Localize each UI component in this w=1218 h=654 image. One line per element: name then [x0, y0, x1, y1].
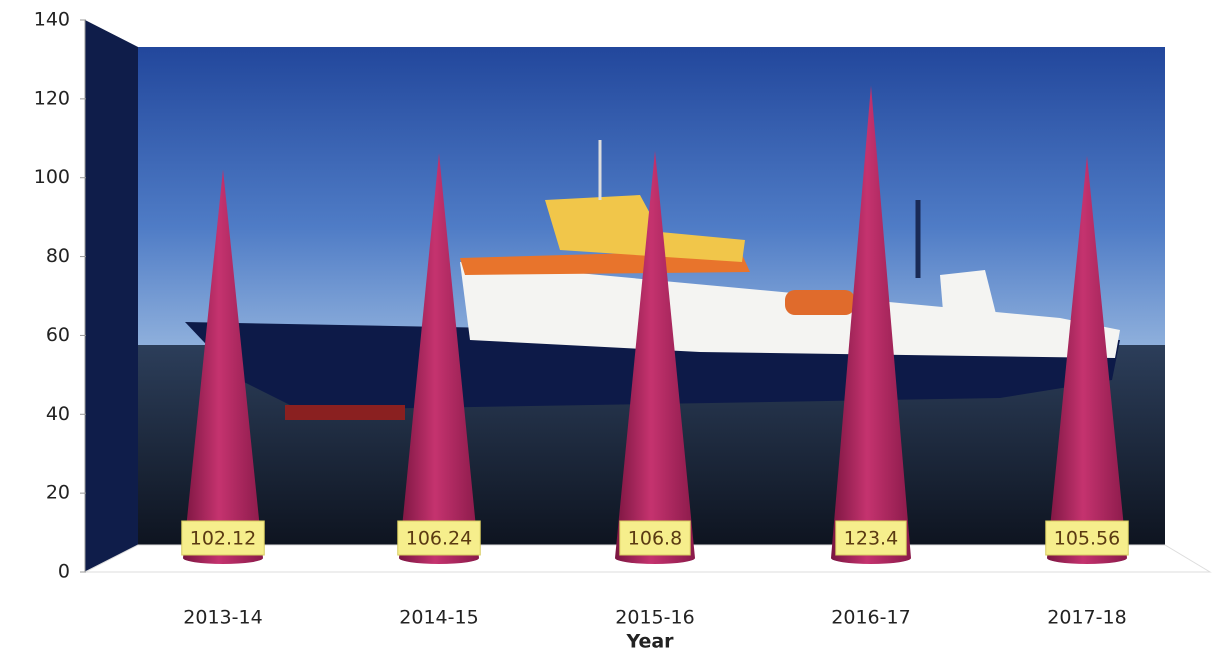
x-tick-label: 2017-18 — [1047, 607, 1126, 629]
ship-funnel — [940, 270, 1000, 335]
value-label-text: 106.24 — [406, 528, 472, 550]
tug — [285, 405, 405, 420]
value-label-text: 105.56 — [1054, 528, 1120, 550]
x-tick-label: 2014-15 — [399, 607, 478, 629]
y-tick-label: 40 — [46, 403, 70, 425]
value-label-text: 123.4 — [844, 528, 898, 550]
value-label-box — [1045, 520, 1129, 556]
cone — [615, 150, 695, 564]
cone-body — [399, 153, 479, 565]
y-tick-label: 100 — [34, 166, 70, 188]
y-tick-label: 120 — [34, 87, 70, 109]
value-label-box — [397, 520, 481, 556]
value-label: 106.24 — [397, 520, 481, 556]
y-tick-label: 20 — [46, 482, 70, 504]
y-tick-label: 60 — [46, 324, 70, 346]
value-label-text: 102.12 — [190, 528, 256, 550]
value-label-box — [835, 520, 907, 556]
cone-body — [1047, 155, 1127, 565]
x-tick-label: 2016-17 — [831, 607, 910, 629]
value-label: 123.4 — [835, 520, 907, 556]
value-label-box — [181, 520, 265, 556]
cone-body — [615, 150, 695, 564]
y-tick-label: 0 — [58, 561, 70, 583]
cone — [831, 85, 911, 565]
side-wall — [85, 20, 138, 572]
cone-body — [831, 85, 911, 565]
cone-body — [183, 169, 263, 565]
value-label-box — [619, 520, 691, 556]
cone — [183, 169, 263, 565]
cone — [1047, 155, 1127, 565]
cone — [399, 153, 479, 565]
x-tick-label: 2015-16 — [615, 607, 694, 629]
value-label: 105.56 — [1045, 520, 1129, 556]
y-tick-label: 80 — [46, 245, 70, 267]
lifeboat — [785, 290, 855, 315]
value-label: 106.8 — [619, 520, 691, 556]
ship-bridge — [545, 195, 745, 262]
x-axis-title: Year — [625, 631, 674, 653]
y-tick-label: 140 — [34, 9, 70, 31]
value-label-text: 106.8 — [628, 528, 682, 550]
x-tick-label: 2013-14 — [183, 607, 262, 629]
value-label: 102.12 — [181, 520, 265, 556]
